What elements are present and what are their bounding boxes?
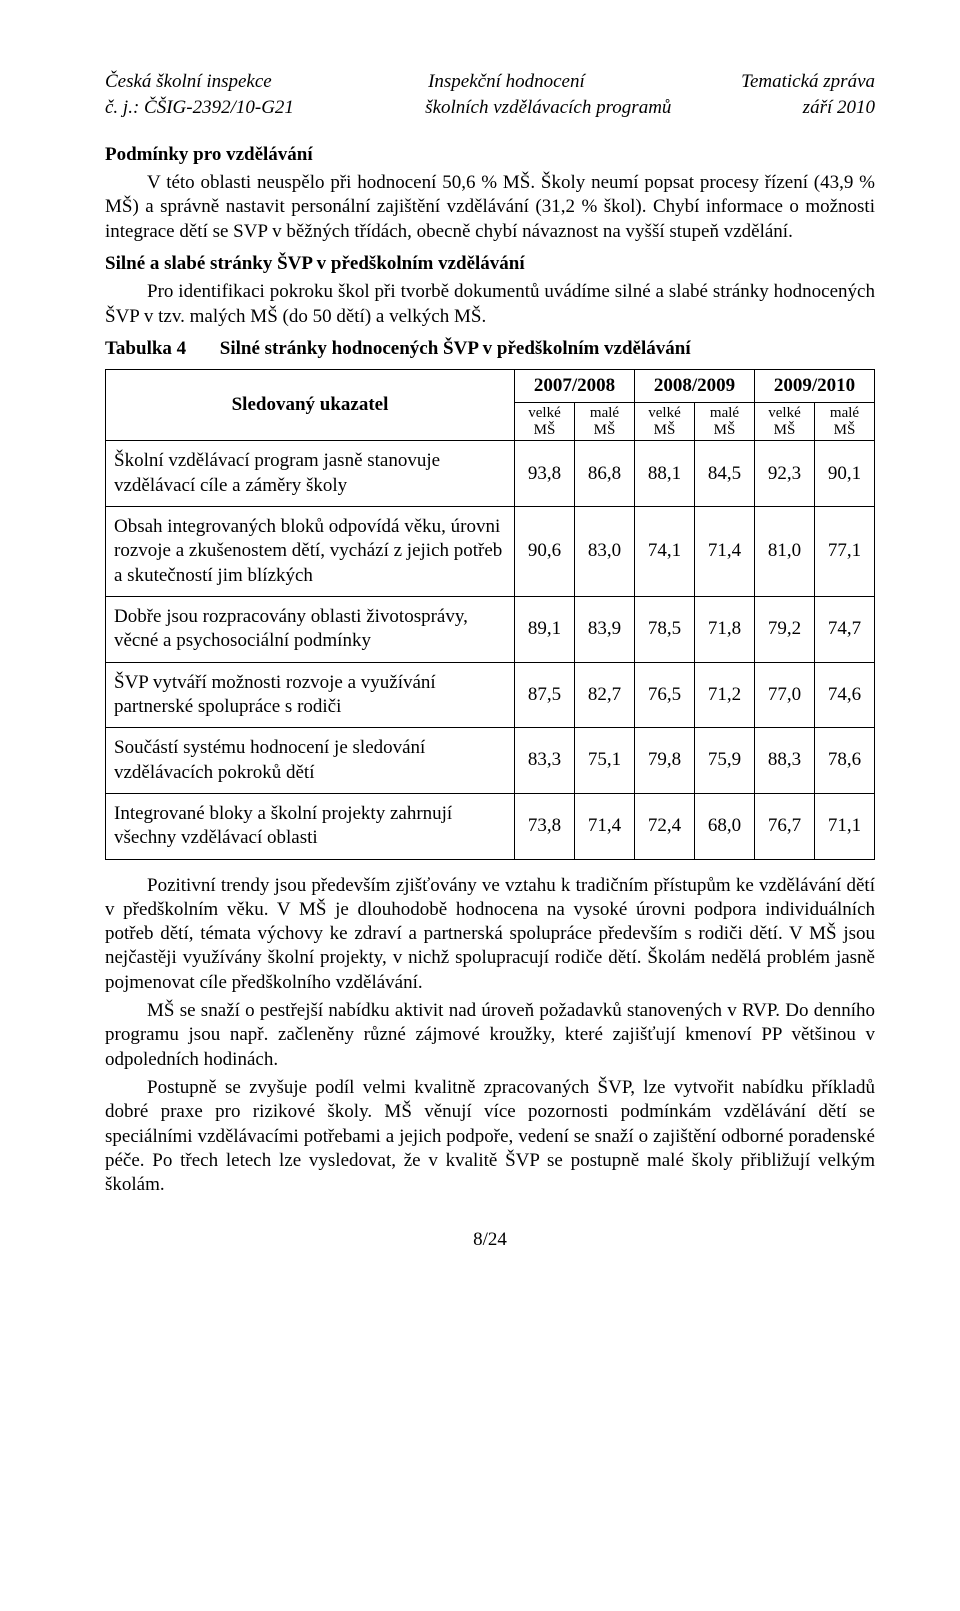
year-header-2: 2009/2010: [755, 370, 875, 403]
cell: 83,0: [575, 507, 635, 597]
cell: 89,1: [515, 597, 575, 663]
page-header-bottom: č. j.: ČŠIG-2392/10-G21 školních vzděláv…: [105, 96, 875, 120]
cell: 92,3: [755, 441, 815, 507]
cell: 82,7: [575, 662, 635, 728]
year-header-0: 2007/2008: [515, 370, 635, 403]
row-label: Součástí systému hodnocení je sledování …: [106, 728, 515, 794]
table-header-row-1: Sledovaný ukazatel 2007/2008 2008/2009 2…: [106, 370, 875, 403]
header-top-left: Česká školní inspekce: [105, 70, 272, 94]
cell: 71,4: [575, 793, 635, 859]
row-label: Dobře jsou rozpracovány oblasti životosp…: [106, 597, 515, 663]
cell: 75,1: [575, 728, 635, 794]
cell: 90,1: [815, 441, 875, 507]
page-header-top: Česká školní inspekce Inspekční hodnocen…: [105, 70, 875, 94]
row-label: Integrované bloky a školní projekty zahr…: [106, 793, 515, 859]
cell: 88,1: [635, 441, 695, 507]
cell: 88,3: [755, 728, 815, 794]
cell: 90,6: [515, 507, 575, 597]
header-bottom-left: č. j.: ČŠIG-2392/10-G21: [105, 96, 294, 120]
header-bottom-right: září 2010: [803, 96, 875, 120]
cell: 71,8: [695, 597, 755, 663]
table-row: Školní vzdělávací program jasně stanovuj…: [106, 441, 875, 507]
paragraph-identification: Pro identifikaci pokroku škol při tvorbě…: [105, 280, 875, 329]
header-top-center: Inspekční hodnocení: [428, 70, 585, 94]
cell: 71,2: [695, 662, 755, 728]
sub-velke-0: velkéMŠ: [515, 403, 575, 441]
row-label: ŠVP vytváří možnosti rozvoje a využívání…: [106, 662, 515, 728]
cell: 93,8: [515, 441, 575, 507]
cell: 79,2: [755, 597, 815, 663]
cell: 71,4: [695, 507, 755, 597]
cell: 79,8: [635, 728, 695, 794]
cell: 73,8: [515, 793, 575, 859]
table-row: Integrované bloky a školní projekty zahr…: [106, 793, 875, 859]
header-top-right: Tematická zpráva: [741, 70, 875, 94]
cell: 78,5: [635, 597, 695, 663]
subheading-strengths: Silné a slabé stránky ŠVP v předškolním …: [105, 252, 875, 276]
cell: 68,0: [695, 793, 755, 859]
paragraph-quality: Postupně se zvyšuje podíl velmi kvalitně…: [105, 1076, 875, 1198]
cell: 83,9: [575, 597, 635, 663]
year-header-1: 2008/2009: [635, 370, 755, 403]
section-heading: Podmínky pro vzdělávání: [105, 143, 875, 167]
cell: 75,9: [695, 728, 755, 794]
cell: 77,0: [755, 662, 815, 728]
cell: 84,5: [695, 441, 755, 507]
sub-male-1: maléMŠ: [695, 403, 755, 441]
cell: 81,0: [755, 507, 815, 597]
cell: 74,6: [815, 662, 875, 728]
paragraph-conditions: V této oblasti neuspělo při hodnocení 50…: [105, 171, 875, 244]
page-number: 8/24: [105, 1228, 875, 1252]
table-row: Obsah integrovaných bloků odpovídá věku,…: [106, 507, 875, 597]
table-row: ŠVP vytváří možnosti rozvoje a využívání…: [106, 662, 875, 728]
cell: 87,5: [515, 662, 575, 728]
cell: 76,7: [755, 793, 815, 859]
sub-male-0: maléMŠ: [575, 403, 635, 441]
cell: 72,4: [635, 793, 695, 859]
table-title: Silné stránky hodnocených ŠVP v předškol…: [220, 338, 691, 359]
cell: 74,7: [815, 597, 875, 663]
cell: 86,8: [575, 441, 635, 507]
cell: 78,6: [815, 728, 875, 794]
cell: 71,1: [815, 793, 875, 859]
strengths-table: Sledovaný ukazatel 2007/2008 2008/2009 2…: [105, 369, 875, 859]
row-label: Školní vzdělávací program jasně stanovuj…: [106, 441, 515, 507]
cell: 77,1: [815, 507, 875, 597]
table-caption: Tabulka 4 Silné stránky hodnocených ŠVP …: [105, 337, 875, 361]
cell: 83,3: [515, 728, 575, 794]
paragraph-trends: Pozitivní trendy jsou především zjišťová…: [105, 874, 875, 996]
header-bottom-center: školních vzdělávacích programů: [425, 96, 671, 120]
sub-male-2: maléMŠ: [815, 403, 875, 441]
table-number: Tabulka 4: [105, 337, 215, 361]
table-row: Dobře jsou rozpracovány oblasti životosp…: [106, 597, 875, 663]
sub-velke-1: velkéMŠ: [635, 403, 695, 441]
table-row: Součástí systému hodnocení je sledování …: [106, 728, 875, 794]
paragraph-activities: MŠ se snaží o pestřejší nabídku aktivit …: [105, 999, 875, 1072]
cell: 76,5: [635, 662, 695, 728]
cell: 74,1: [635, 507, 695, 597]
indicator-header: Sledovaný ukazatel: [106, 370, 515, 441]
sub-velke-2: velkéMŠ: [755, 403, 815, 441]
row-label: Obsah integrovaných bloků odpovídá věku,…: [106, 507, 515, 597]
